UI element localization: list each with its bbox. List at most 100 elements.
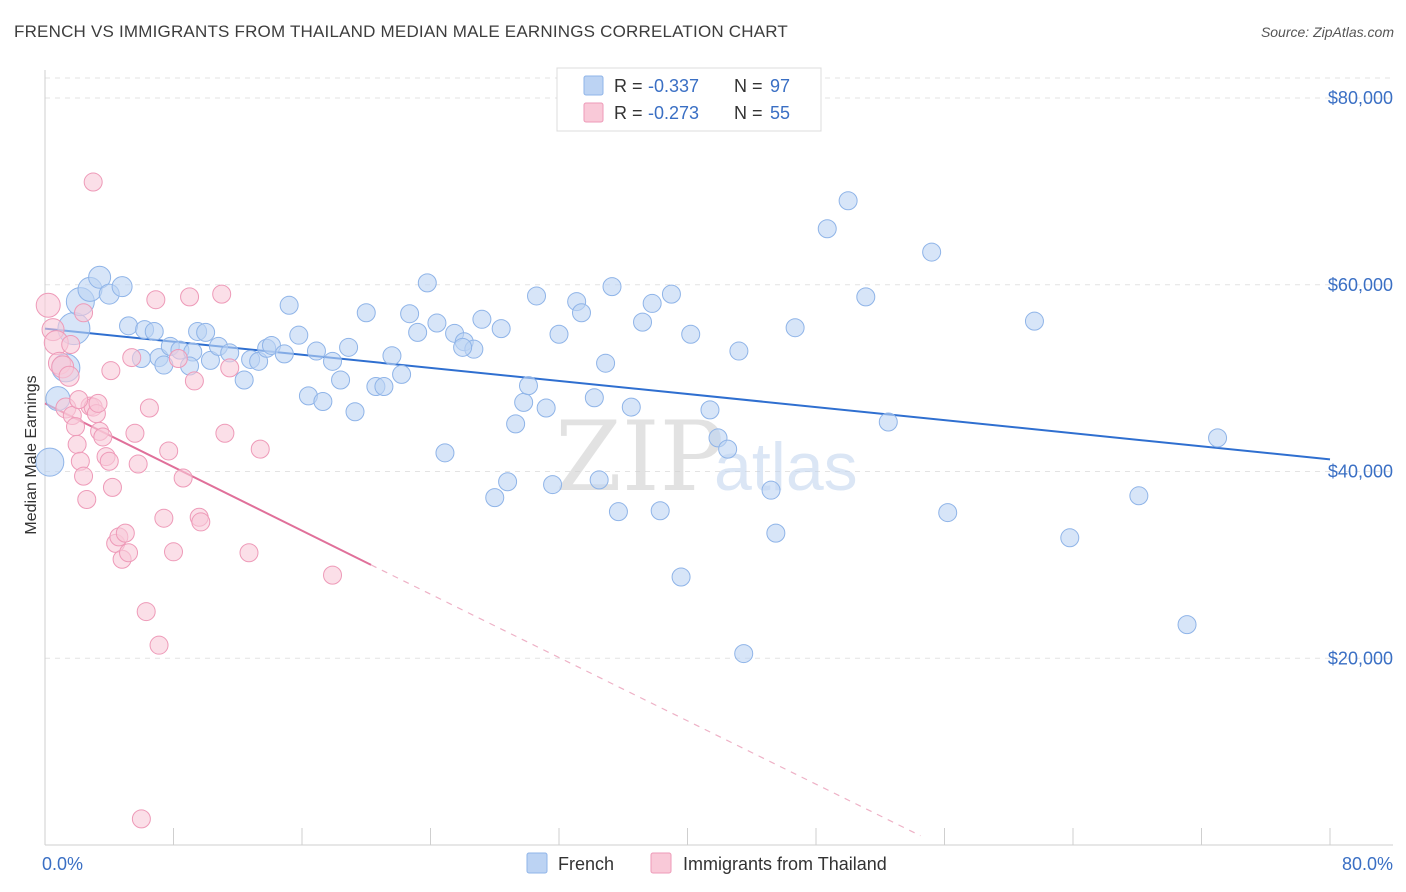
french-point-86 (878, 412, 898, 432)
french-point-57 (527, 286, 547, 306)
french-point-69 (633, 312, 653, 332)
french-point-28 (279, 295, 299, 315)
thailand-point-6 (58, 365, 80, 387)
french-point-64 (589, 470, 609, 490)
legend-bottom-swatch-thailand (650, 852, 672, 874)
thailand-point-42 (191, 512, 211, 532)
french-point-18 (196, 322, 216, 342)
data-points (35, 172, 1228, 829)
french-point-68 (621, 397, 641, 417)
legend-top: R = -0.337 N = 97 R = -0.273 N = 55 (556, 67, 822, 132)
thailand-point-0 (35, 292, 61, 318)
french-point-74 (681, 324, 701, 344)
thailand-point-49 (83, 172, 103, 192)
thailand-point-43 (212, 284, 232, 304)
french-point-32 (313, 391, 333, 411)
thailand-point-54 (69, 390, 89, 410)
legend-bottom: French Immigrants from Thailand (526, 852, 887, 874)
french-point-88 (938, 503, 958, 523)
thailand-point-38 (173, 468, 193, 488)
french-point-44 (417, 273, 437, 293)
thailand-point-47 (250, 439, 270, 459)
y-tick-labels: $20,000 $40,000 $60,000 $80,000 (1328, 88, 1393, 668)
legend-r-value-thailand: -0.273 (648, 103, 699, 123)
french-point-67 (608, 502, 628, 522)
french-point-62 (571, 303, 591, 323)
series-0 (35, 191, 1228, 664)
watermark-atlas: atlas (714, 429, 858, 505)
french-point-87 (922, 242, 942, 262)
thailand-point-27 (125, 423, 145, 443)
french-point-66 (602, 277, 622, 297)
legend-n-label-thailand: N = (734, 103, 763, 123)
thailand-point-40 (184, 371, 204, 391)
french-point-52 (491, 319, 511, 339)
french-point-55 (514, 392, 534, 412)
french-point-35 (339, 337, 359, 357)
french-point-91 (1129, 486, 1149, 506)
french-point-43 (408, 322, 428, 342)
thailand-point-26 (122, 348, 142, 368)
thailand-point-52 (101, 361, 121, 381)
legend-bottom-label-thailand: Immigrants from Thailand (683, 854, 887, 874)
y-tick-label-3: $80,000 (1328, 88, 1393, 108)
y-tick-label-0: $20,000 (1328, 648, 1393, 668)
thailand-point-35 (159, 441, 179, 461)
french-point-65 (596, 353, 616, 373)
watermark-zip: ZIP (555, 401, 724, 513)
x-tick-label-1: 80.0% (1342, 854, 1393, 874)
y-axis-label: Median Male Earnings (23, 375, 40, 534)
french-point-60 (549, 324, 569, 344)
x-tick-labels: 0.0% 80.0% (42, 854, 1393, 874)
thailand-point-51 (61, 335, 81, 355)
french-point-41 (392, 364, 412, 384)
thailand-point-32 (146, 290, 166, 310)
french-point-93 (1208, 428, 1228, 448)
french-point-78 (729, 341, 749, 361)
french-point-80 (761, 480, 781, 500)
thailand-point-48 (323, 565, 343, 585)
legend-n-value-thailand: 55 (770, 103, 790, 123)
french-point-73 (671, 567, 691, 587)
french-point-59 (543, 475, 563, 495)
thailand-trend-extension (370, 564, 921, 837)
legend-swatch-french (583, 75, 604, 96)
french-point-79 (734, 644, 754, 664)
french-point-11 (144, 321, 164, 341)
french-point-92 (1177, 615, 1197, 635)
french-point-45 (427, 313, 447, 333)
french-point-6 (88, 265, 112, 289)
thailand-point-12 (77, 490, 97, 510)
french-point-89 (1024, 311, 1044, 331)
french-point-82 (785, 318, 805, 338)
source-label: Source: ZipAtlas.com (1260, 24, 1394, 40)
french-point-85 (856, 287, 876, 307)
french-point-84 (838, 191, 858, 211)
thailand-point-28 (128, 454, 148, 474)
thailand-point-31 (139, 398, 159, 418)
series-1 (35, 172, 343, 829)
french-point-29 (289, 325, 309, 345)
thailand-point-17 (93, 427, 113, 447)
french-point-22 (234, 370, 254, 390)
legend-bottom-label-french: French (558, 854, 614, 874)
x-tick-label-0: 0.0% (42, 854, 83, 874)
thailand-point-45 (220, 358, 240, 378)
thailand-point-24 (115, 523, 135, 543)
french-point-34 (331, 370, 351, 390)
french-point-94 (453, 337, 473, 357)
legend-bottom-swatch-french (526, 852, 548, 874)
french-point-9 (119, 316, 139, 336)
thailand-point-30 (136, 602, 156, 622)
legend-swatch-thailand (583, 102, 604, 123)
thailand-point-36 (164, 542, 183, 562)
thailand-point-19 (99, 451, 119, 471)
chart-title: FRENCH VS IMMIGRANTS FROM THAILAND MEDIA… (14, 22, 789, 41)
thailand-point-11 (74, 466, 94, 486)
french-point-72 (661, 284, 681, 304)
legend-r-label-thailand: R = (614, 103, 643, 123)
french-point-39 (374, 377, 394, 397)
french-point-0 (35, 447, 65, 477)
french-point-51 (485, 488, 505, 508)
